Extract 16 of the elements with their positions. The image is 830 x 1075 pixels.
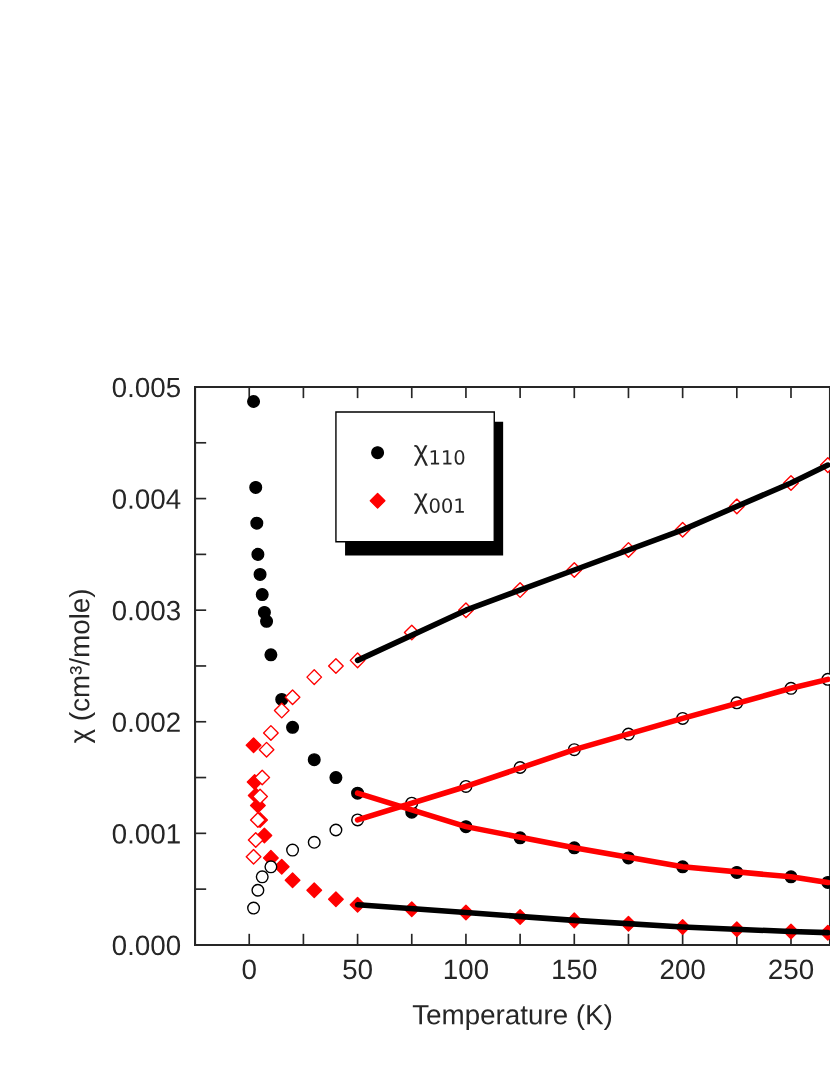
y-tick-label: 0.004 — [112, 489, 181, 509]
x-axis-title: Temperature (K) — [412, 1004, 612, 1031]
y-tick-label: 0.002 — [112, 712, 180, 733]
y-tick-label: 0.000 — [112, 935, 181, 956]
x-tick-label: 0 — [242, 959, 256, 980]
x-tick-label: 250 — [769, 959, 814, 980]
x-tick-label: 50 — [343, 959, 372, 980]
legend-label: χ$_{110}$ — [413, 444, 465, 466]
y-tick-label: 0.003 — [112, 600, 180, 621]
x-tick-label: 150 — [553, 959, 597, 980]
x-tick-label: 200 — [660, 959, 705, 980]
y-axis-title: χ (cm³/mole) — [69, 590, 95, 744]
x-tick-label: 100 — [444, 959, 489, 980]
y-tick-label: 0.001 — [112, 824, 180, 844]
legend-label: χ$_{001}$ — [413, 493, 464, 514]
y-tick-label: 0.005 — [112, 377, 180, 398]
